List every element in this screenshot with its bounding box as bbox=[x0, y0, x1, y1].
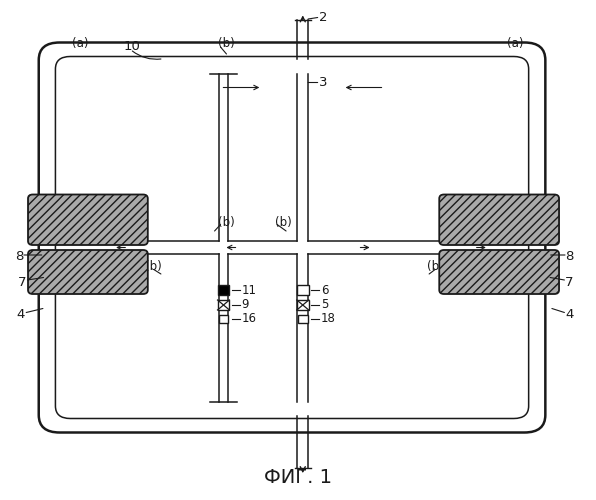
Bar bbox=[298, 315, 308, 323]
Text: 18: 18 bbox=[321, 312, 336, 326]
Text: 8: 8 bbox=[565, 250, 573, 262]
Text: (b): (b) bbox=[427, 260, 443, 273]
Bar bbox=[219, 315, 228, 323]
Text: 4: 4 bbox=[17, 308, 25, 322]
Text: 8: 8 bbox=[15, 250, 23, 262]
FancyBboxPatch shape bbox=[439, 194, 559, 245]
Text: ФИГ. 1: ФИГ. 1 bbox=[264, 468, 332, 487]
Text: (a): (a) bbox=[507, 38, 524, 51]
Bar bbox=[218, 300, 229, 310]
Text: 10: 10 bbox=[124, 40, 141, 54]
Text: 6: 6 bbox=[321, 284, 328, 296]
FancyBboxPatch shape bbox=[439, 250, 559, 294]
Text: (a): (a) bbox=[72, 38, 89, 51]
Text: 3: 3 bbox=[319, 76, 327, 90]
Text: (b): (b) bbox=[218, 38, 235, 51]
FancyBboxPatch shape bbox=[28, 250, 148, 294]
Text: (b): (b) bbox=[275, 216, 291, 229]
Text: (b): (b) bbox=[145, 260, 162, 273]
Bar bbox=[218, 285, 229, 295]
Text: 9: 9 bbox=[241, 298, 249, 312]
Text: 5: 5 bbox=[321, 298, 328, 312]
Text: 7: 7 bbox=[565, 276, 573, 289]
FancyBboxPatch shape bbox=[28, 194, 148, 245]
Text: 16: 16 bbox=[241, 312, 256, 326]
Text: 2: 2 bbox=[319, 11, 327, 24]
Text: 11: 11 bbox=[241, 284, 256, 296]
Text: 7: 7 bbox=[18, 276, 26, 289]
Bar bbox=[297, 285, 309, 295]
Text: (b): (b) bbox=[218, 216, 235, 229]
Bar bbox=[297, 300, 309, 310]
Text: 4: 4 bbox=[565, 308, 573, 322]
